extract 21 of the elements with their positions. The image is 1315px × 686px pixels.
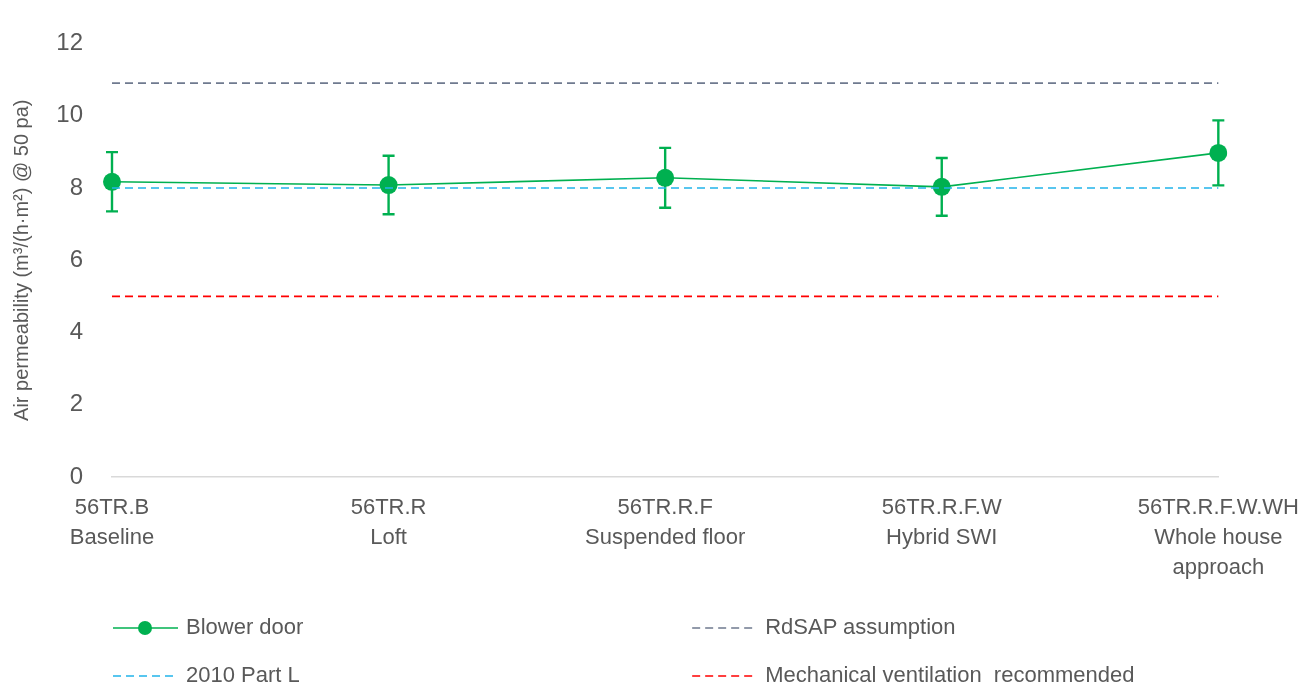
point xyxy=(103,172,121,191)
y-tick-label: 12 xyxy=(56,28,83,56)
legend-label: RdSAP assumption xyxy=(765,614,956,640)
y-tick-label: 10 xyxy=(56,100,83,128)
x-tick-label: 56TR.R.F.W.WH Whole house approach xyxy=(1137,494,1299,580)
y-tick-label: 4 xyxy=(69,317,83,345)
x-tick-label: 56TR.R.F.W Hybrid SWI xyxy=(881,494,1002,550)
x-tick-label: 56TR.B Baseline xyxy=(69,494,155,550)
y-tick-label: 0 xyxy=(69,461,83,489)
legend-label: Blower door xyxy=(186,614,304,640)
y-tick-label: 8 xyxy=(69,172,83,200)
legend-label: Mechanical ventilation recommended xyxy=(765,662,1135,686)
point xyxy=(1209,143,1228,162)
y-tick-label: 6 xyxy=(69,244,83,272)
y-axis-title: Air permeability (m³/(h·m²) @ 50 pa) xyxy=(9,99,32,421)
point xyxy=(379,176,398,195)
x-tick-label: 56TR.R Loft xyxy=(350,494,427,550)
legend-label: 2010 Part L xyxy=(186,662,300,686)
y-tick-label: 2 xyxy=(69,389,83,417)
point xyxy=(656,168,675,187)
x-tick-label: 56TR.R.F Suspended floor xyxy=(585,494,746,550)
